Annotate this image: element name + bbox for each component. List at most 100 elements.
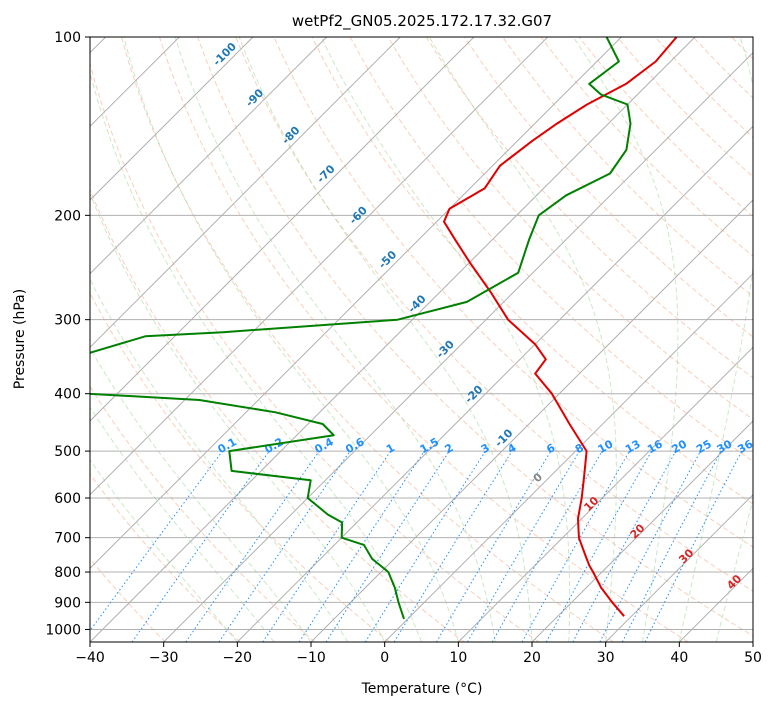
mixing-ratio-label: 2 <box>443 441 456 456</box>
x-tick-label: 30 <box>597 650 615 666</box>
mixing-ratio-line <box>572 450 677 642</box>
moist-adiabat <box>123 37 459 642</box>
isotherm <box>310 199 753 642</box>
dry-adiabat <box>654 37 753 139</box>
dry-adiabat-label: -100 <box>210 40 239 69</box>
dry-adiabat <box>90 62 540 642</box>
mixing-ratio-line <box>467 450 580 642</box>
isotherm <box>457 346 753 642</box>
x-tick-label: 20 <box>523 650 541 666</box>
moist-adiabat-label: 20 <box>628 521 648 541</box>
mixing-ratio-line <box>621 450 722 642</box>
isotherm <box>90 37 475 422</box>
y-tick-label: 300 <box>54 313 81 329</box>
y-tick-label: 700 <box>54 531 81 547</box>
dry-adiabat <box>90 385 316 642</box>
moist-adiabat-label: 30 <box>676 546 696 566</box>
mixing-ratio-label: 13 <box>623 437 643 456</box>
x-tick-label: 0 <box>380 650 389 666</box>
dry-adiabat <box>464 37 753 338</box>
moist-adiabat <box>320 37 571 642</box>
mixing-ratio-label: 0.1 <box>216 435 239 456</box>
isotherm <box>236 125 753 642</box>
isotherm <box>678 567 753 642</box>
dewpoint-line <box>90 37 632 620</box>
mixing-ratio-line <box>644 450 743 642</box>
moist-adiabat <box>715 497 753 642</box>
dry-adiabat <box>235 37 753 592</box>
temperature-line <box>443 37 678 617</box>
mixing-ratio-line <box>364 450 486 642</box>
x-tick-label: 10 <box>449 650 467 666</box>
mixing-ratio-label: 30 <box>715 437 735 456</box>
dry-adiabat-label: -60 <box>347 204 370 227</box>
dry-adiabat-label: -70 <box>314 162 337 185</box>
moist-adiabat <box>90 459 238 642</box>
mixing-ratio-label: 3 <box>479 441 492 456</box>
dry-adiabat-label: -50 <box>376 248 399 271</box>
mixing-ratio-line <box>393 450 513 642</box>
moist-adiabat-label: 10 <box>581 494 601 514</box>
dry-adiabat <box>349 37 753 462</box>
x-axis-label: Temperature (°C) <box>361 681 483 697</box>
dry-adiabat <box>425 37 753 379</box>
dry-adiabat <box>90 557 166 642</box>
y-axis-label: Pressure (hPa) <box>12 289 28 389</box>
isotherm <box>90 37 549 496</box>
mixing-ratio-label: 20 <box>669 437 689 456</box>
x-tick-label: 40 <box>670 650 688 666</box>
dry-adiabat <box>770 37 775 642</box>
isotherm <box>90 37 696 642</box>
moist-adiabat <box>572 37 679 642</box>
mixing-ratio-label: 25 <box>694 437 714 456</box>
moist-adiabat <box>90 406 275 642</box>
y-tick-label: 1000 <box>45 622 81 638</box>
dry-adiabat <box>90 473 241 642</box>
x-tick-label: −10 <box>296 650 326 666</box>
isotherm <box>531 420 753 642</box>
x-tick-label: −30 <box>149 650 179 666</box>
isotherm <box>90 37 254 201</box>
mixing-ratio-line <box>298 450 425 642</box>
dry-adiabat <box>159 37 689 642</box>
dry-adiabat <box>197 37 753 637</box>
isotherm <box>163 51 753 642</box>
y-tick-label: 400 <box>54 387 81 403</box>
plot-frame <box>89 36 754 643</box>
mixing-ratio-label: 10 <box>596 437 616 456</box>
mixing-ratio-label: 16 <box>645 437 665 456</box>
dry-adiabat <box>692 37 753 99</box>
isotherm <box>752 641 753 642</box>
y-tick-label: 100 <box>54 30 81 46</box>
dry-adiabat-label: -80 <box>279 124 302 147</box>
mixing-ratio-line <box>262 450 392 642</box>
y-tick-label: 200 <box>54 208 81 224</box>
dry-adiabat <box>90 188 465 642</box>
dry-adiabat-label: -90 <box>243 86 266 109</box>
mixing-ratio-label: 1.5 <box>418 435 441 456</box>
dry-adiabat <box>273 37 753 548</box>
isotherm <box>384 272 753 642</box>
y-tick-label: 900 <box>54 595 81 611</box>
mixing-ratio-line <box>325 450 450 642</box>
moist-adiabat <box>678 37 753 642</box>
y-tick-label: 500 <box>54 444 81 460</box>
moist-adiabat <box>174 37 496 642</box>
mixing-ratio-line <box>218 450 351 642</box>
isotherm <box>90 37 401 349</box>
mixing-ratio-label: 1 <box>384 441 397 456</box>
moist-adiabat <box>90 347 312 642</box>
y-tick-label: 800 <box>54 565 81 581</box>
x-tick-label: −40 <box>75 650 105 666</box>
mixing-ratio-line <box>131 450 270 642</box>
dry-adiabat <box>578 37 753 218</box>
moist-adiabat <box>90 278 349 642</box>
x-tick-label: −20 <box>223 650 253 666</box>
isotherm <box>90 37 328 275</box>
dry-adiabat <box>90 292 390 642</box>
mixing-ratio-label: 36 <box>735 437 755 456</box>
isotherm <box>605 493 753 642</box>
mixing-ratio-line <box>185 450 320 642</box>
isotherm <box>90 37 622 570</box>
